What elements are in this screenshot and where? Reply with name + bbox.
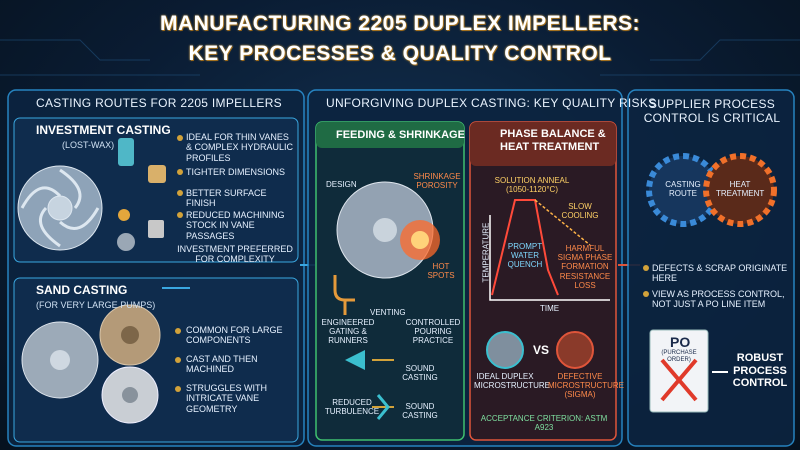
label: VENTING: [370, 308, 406, 317]
panel-title: PHASE BALANCE & HEAT TREATMENT: [500, 128, 606, 153]
label: SHRINKAGE POROSITY: [413, 172, 461, 191]
bullet: STRUGGLES WITH INTRICATE VANE GEOMETRY: [186, 383, 268, 414]
label: PROMPT WATER QUENCH: [507, 242, 543, 270]
label: VS: [533, 343, 550, 357]
section-heading: CASTING ROUTES FOR 2205 IMPELLERS: [36, 96, 282, 110]
po-subtitle: (PURCHASE ORDER): [661, 350, 697, 363]
box-subtitle: (LOST-WAX): [62, 140, 115, 150]
label: SLOW COOLING: [561, 202, 599, 221]
note: INVESTMENT PREFERRED FOR COMPLEXITY: [177, 244, 293, 265]
po-title: PO: [670, 334, 691, 350]
bullet: BETTER SURFACE FINISH: [186, 188, 267, 209]
label: ACCEPTANCE CRITERION: ASTM A923: [480, 414, 608, 433]
label: REDUCED TURBULENCE: [324, 398, 380, 417]
bullet: CAST AND THEN MACHINED: [186, 354, 258, 375]
bullet: DEFECTS & SCRAP ORIGINATE HERE: [652, 263, 788, 284]
label: CONTROLLED POURING PRACTICE: [405, 318, 461, 346]
box-title: SAND CASTING: [36, 283, 128, 297]
gear-label: CASTING ROUTE: [665, 180, 701, 199]
box-subtitle: (FOR VERY LARGE PUMPS): [36, 300, 156, 310]
bullet: IDEAL FOR THIN VANES & COMPLEX HYDRAULIC…: [186, 132, 294, 163]
title: KEY PROCESSES & QUALITY CONTROL: [188, 42, 612, 65]
label: HARMFUL SIGMA PHASE FORMATION RESISTANCE…: [557, 244, 613, 290]
panel-title: FEEDING & SHRINKAGE: [336, 129, 465, 141]
bullet: REDUCED MACHINING STOCK IN VANE PASSAGES: [186, 210, 285, 241]
label: ENGINEERED GATING & RUNNERS: [321, 318, 375, 346]
box-title: INVESTMENT CASTING: [36, 123, 171, 137]
label: SOUND CASTING: [402, 364, 438, 383]
gear-label: HEAT TREATMENT: [716, 180, 765, 199]
bullet: TIGHTER DIMENSIONS: [186, 167, 286, 177]
label: HOT SPOTS: [427, 262, 455, 281]
section-heading: UNFORGIVING DUPLEX CASTING: KEY QUALITY …: [326, 96, 657, 110]
result: ROBUST PROCESS CONTROL: [732, 352, 788, 390]
axis-label: TIME: [540, 304, 560, 313]
label: SOLUTION ANNEAL (1050-1120°C): [494, 176, 570, 195]
title: MANUFACTURING 2205 DUPLEX IMPELLERS:: [159, 12, 641, 35]
bullet: VIEW AS PROCESS CONTROL, NOT JUST A PO L…: [652, 289, 785, 310]
bullet: COMMON FOR LARGE COMPONENTS: [186, 325, 283, 346]
label: DEFECTIVE MICROSTRUCTURE (SIGMA): [548, 372, 624, 400]
section-heading: SUPPLIER PROCESS CONTROL IS CRITICAL: [643, 97, 781, 125]
label: SOUND CASTING: [402, 402, 438, 421]
label: DESIGN: [326, 180, 357, 189]
axis-label: TEMPERATURE: [481, 222, 491, 283]
label: IDEAL DUPLEX MICROSTRUCTURE: [474, 372, 550, 391]
